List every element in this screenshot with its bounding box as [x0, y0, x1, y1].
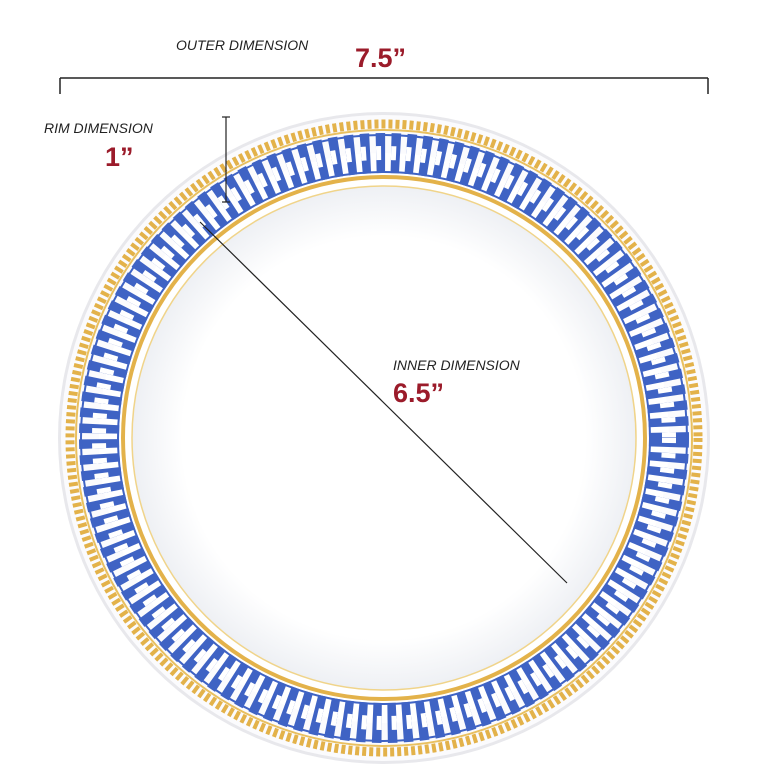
label-backdrop: [170, 34, 418, 74]
rim-dimension-label: RIM DIMENSION: [44, 120, 154, 136]
inner-diameter-line: [199, 221, 568, 584]
pattern-gaps: [92, 146, 676, 730]
outer-dimension-label: OUTER DIMENSION: [176, 37, 309, 53]
blue-line-outer: [80, 134, 688, 742]
gold-line: [75, 129, 693, 747]
blue-line-inner: [117, 171, 651, 705]
plate: [58, 112, 710, 764]
outer-dimension-value: 7.5”: [355, 43, 406, 73]
inner-dimension-label: INNER DIMENSION: [393, 357, 521, 373]
plate-well: [131, 185, 637, 691]
gold-leaf-band: [65, 119, 703, 757]
outer-bracket: [59, 77, 709, 94]
rim-dimension-value: 1”: [105, 142, 134, 172]
rim-bracket: [222, 116, 230, 203]
inner-dimension-value: 6.5”: [393, 378, 444, 408]
